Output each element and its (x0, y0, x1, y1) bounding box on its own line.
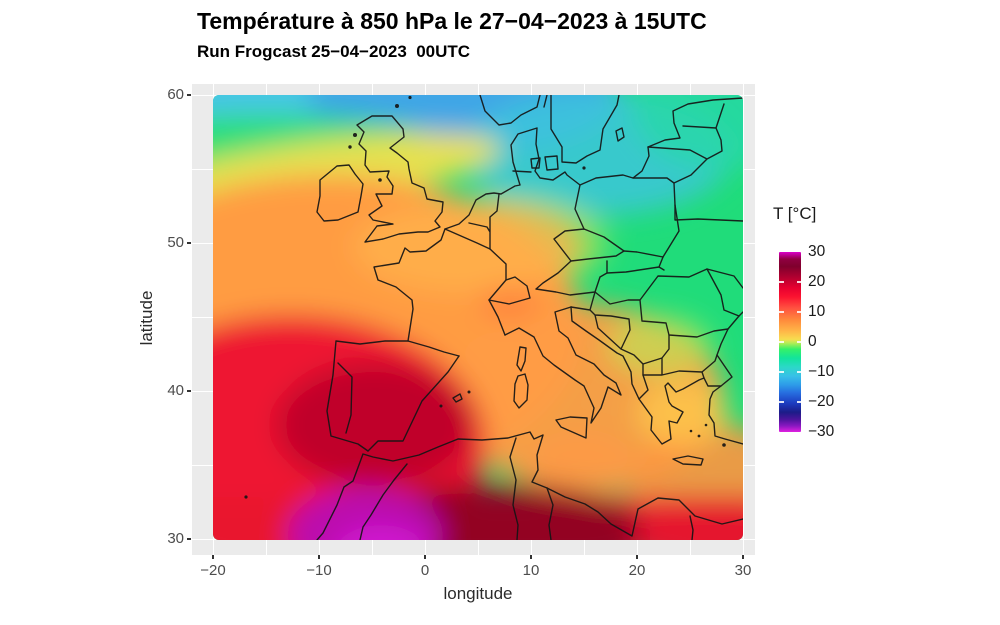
legend-tick-label: −20 (808, 393, 835, 410)
coast-ireland (316, 164, 364, 222)
coast-norway (479, 95, 541, 126)
y-tick (187, 242, 191, 244)
legend-title: T [°C] (773, 204, 817, 223)
gridline (743, 84, 745, 555)
y-tick (187, 94, 191, 96)
legend-tick (779, 371, 784, 373)
x-tick (318, 555, 320, 559)
x-tick (742, 555, 744, 559)
x-tick-label: 20 (628, 562, 646, 579)
border-baltics-belarus (647, 103, 743, 222)
legend-tick (796, 371, 801, 373)
border-tunisia-libya (546, 487, 554, 540)
legend-tick-label: 20 (808, 273, 826, 290)
coast-italy (504, 306, 622, 424)
x-tick (212, 555, 214, 559)
y-tick-label: 30 (167, 530, 184, 547)
x-axis-title: longitude (443, 584, 513, 603)
legend-tick (796, 401, 801, 403)
border-hungary-romania (594, 268, 743, 338)
coast-danish-islands (530, 155, 559, 171)
border-czechia (553, 228, 625, 262)
y-tick (187, 390, 191, 392)
legend-tick-label: 30 (808, 243, 826, 260)
legend-tick (779, 401, 784, 403)
x-tick (530, 555, 532, 559)
y-tick-label: 60 (167, 86, 184, 103)
x-tick-label: −10 (306, 562, 332, 579)
y-tick (187, 538, 191, 540)
border-portugal (337, 362, 353, 434)
legend-tick-label: 0 (808, 333, 817, 350)
x-tick-label: 30 (734, 562, 752, 579)
chart-title: Température à 850 hPa le 27−04−2023 à 15… (197, 8, 707, 34)
chart-subtitle: Run Frogcast 25−04−2023 00UTC (197, 42, 471, 61)
legend-tick (796, 341, 801, 343)
border-poland (623, 177, 680, 258)
y-axis-title: latitude (137, 290, 156, 346)
coast-north-africa (316, 431, 743, 540)
border-germany-east (574, 184, 585, 230)
x-tick-label: −20 (200, 562, 226, 579)
legend-tick-label: −10 (808, 363, 835, 380)
border-libya-egypt (689, 515, 694, 540)
border-switzerland (488, 276, 531, 305)
coast-mallorca (452, 393, 463, 403)
legend-tick-label: −30 (808, 423, 835, 440)
border-denmark-germany (512, 170, 532, 173)
legend-tick (779, 311, 784, 313)
border-algeria-tunisia (509, 437, 519, 540)
coast-corsica (516, 346, 527, 372)
coast-crete (672, 455, 704, 466)
border-slovakia-hungary (606, 256, 665, 274)
small-islands (244, 95, 726, 499)
x-tick-label: 10 (522, 562, 540, 579)
legend-tick (796, 281, 801, 283)
coast-turkey-west (708, 385, 743, 445)
border-morocco-algeria (359, 463, 408, 540)
coast-sicily (555, 416, 588, 439)
border-serbia-bulgaria-greece (642, 334, 718, 379)
temperature-field (213, 95, 743, 540)
legend-tick (779, 281, 784, 283)
country-borders (244, 95, 743, 540)
border-pyrenees (407, 340, 460, 357)
legend-tick-label: 10 (808, 303, 826, 320)
border-norway-sweden (543, 95, 548, 108)
coast-spain-east (367, 355, 460, 452)
x-tick-label: 0 (420, 562, 430, 579)
y-tick-label: 40 (167, 382, 184, 399)
border-west-balkans (570, 291, 649, 400)
temperature-map (213, 95, 743, 540)
coast-gotland (615, 127, 625, 142)
coast-balkans-blacksea (570, 306, 743, 445)
legend-tick (779, 341, 784, 343)
border-france-east (444, 228, 507, 336)
coast-uk (356, 115, 444, 243)
coast-sardinia (513, 373, 529, 409)
y-tick-label: 50 (167, 234, 184, 251)
x-tick (636, 555, 638, 559)
x-tick (424, 555, 426, 559)
border-germany-austria (535, 260, 608, 296)
coast-atlantic-baltic (326, 97, 743, 452)
legend-colorbar (779, 252, 801, 432)
coast-sweden (550, 95, 620, 164)
border-benelux (468, 193, 500, 250)
legend-tick (796, 311, 801, 313)
